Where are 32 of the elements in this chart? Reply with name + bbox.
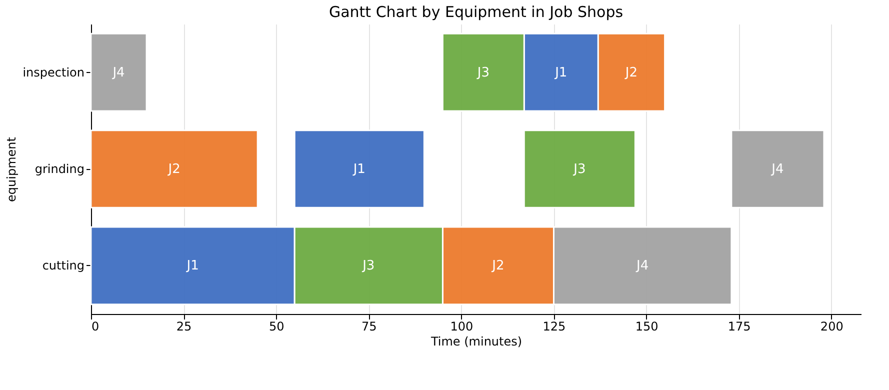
text: J2: [168, 162, 180, 177]
y-tick-label: grinding: [34, 162, 84, 176]
bar: [90, 32, 148, 112]
text: J3: [362, 258, 375, 274]
x-tick-label: 175: [728, 320, 751, 334]
x-tick-label: 50: [268, 320, 284, 334]
bar: [294, 130, 425, 208]
series-label: J4: [112, 65, 125, 80]
bar: [90, 130, 258, 208]
text: J4: [772, 162, 784, 177]
y-tick-label: inspection: [22, 65, 84, 80]
bar: [730, 130, 825, 208]
y-tick-label: cutting: [42, 258, 84, 273]
x-tick-label: 150: [635, 320, 658, 334]
text: J1: [555, 65, 568, 80]
x-tick-label: 200: [820, 320, 844, 334]
series-label: J1: [352, 162, 366, 177]
x-tick-label: 100: [450, 320, 474, 334]
series-label: J2: [624, 65, 638, 80]
chart-title: Gantt Chart by Equipment in Job Shops: [328, 3, 624, 21]
text: J3: [477, 65, 490, 80]
x-tick-label: 75: [362, 320, 377, 334]
x-tick-label: 25: [176, 320, 192, 334]
text: J2: [492, 258, 504, 274]
text: J1: [186, 258, 199, 274]
x-tick-label: 125: [542, 320, 566, 334]
x-tick-label: 0: [92, 320, 100, 334]
bar: [523, 130, 636, 208]
y-axis-title: equipment: [4, 136, 19, 202]
series-label: J3: [572, 162, 586, 177]
x-axis-title: Time (minutes): [430, 334, 522, 348]
text: J4: [636, 258, 649, 274]
